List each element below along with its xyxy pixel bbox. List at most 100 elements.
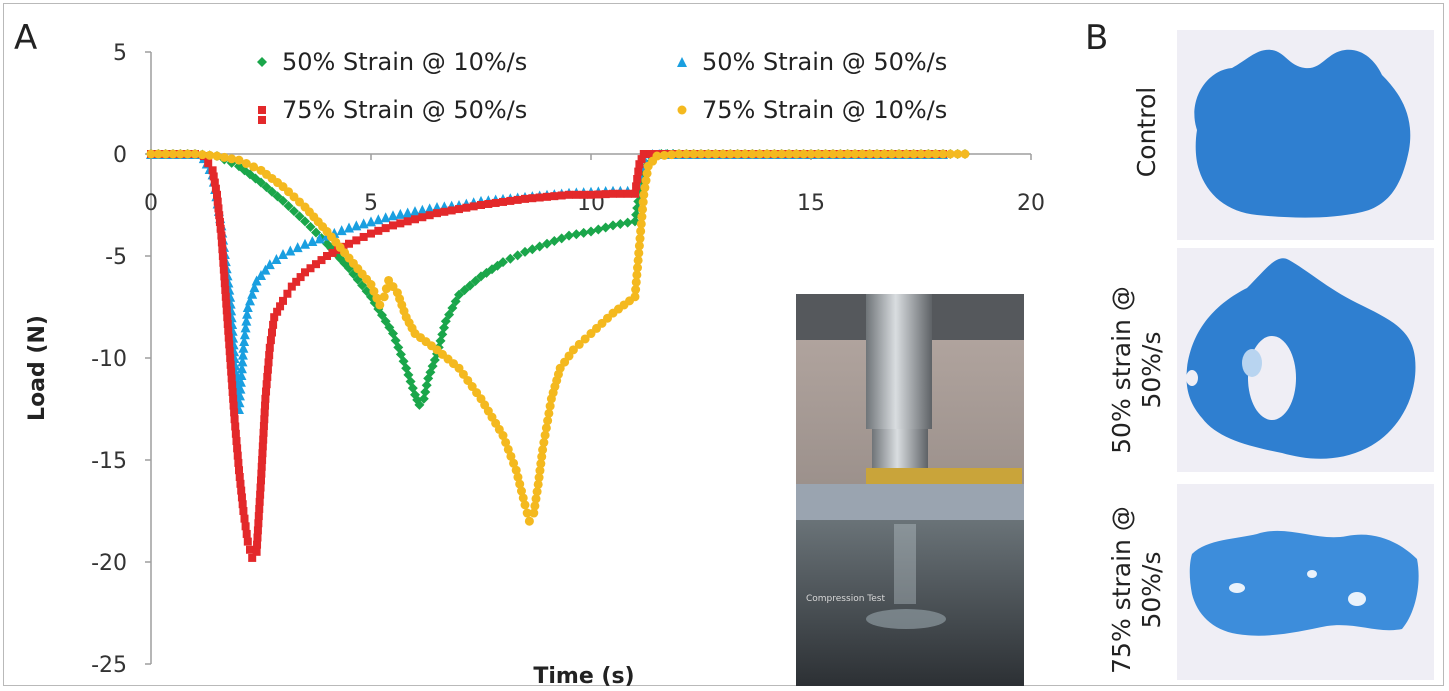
- data-point: [587, 190, 595, 199]
- data-point: [375, 300, 385, 310]
- data-point: [210, 178, 219, 187]
- data-point: [806, 149, 816, 159]
- data-point: [236, 370, 247, 380]
- data-point: [528, 194, 537, 203]
- data-point: [703, 149, 713, 159]
- data-point: [213, 190, 221, 199]
- data-point: [395, 208, 406, 219]
- data-point: [540, 430, 550, 440]
- data-point: [249, 162, 259, 172]
- data-point: [255, 497, 264, 506]
- data-point: [534, 473, 544, 483]
- data-point: [236, 479, 245, 488]
- data-point: [634, 248, 644, 258]
- data-point: [249, 282, 260, 293]
- legend-marker: [258, 116, 266, 124]
- legend-entry: 75% Strain @ 10%/s: [677, 96, 947, 124]
- data-point: [511, 465, 521, 475]
- data-point: [533, 479, 543, 489]
- data-point: [960, 149, 970, 159]
- data-point: [247, 288, 258, 299]
- data-point: [223, 320, 232, 328]
- data-point: [455, 205, 463, 214]
- data-point: [462, 203, 471, 212]
- data-point: [521, 194, 529, 203]
- data-point: [512, 250, 523, 261]
- data-point: [358, 218, 369, 229]
- data-point: [241, 159, 251, 169]
- data-point: [359, 232, 368, 241]
- data-point: [887, 149, 897, 159]
- legend-label: 50% Strain @ 50%/s: [702, 48, 947, 76]
- data-point: [212, 151, 222, 161]
- data-point: [300, 216, 310, 227]
- data-point: [418, 393, 429, 404]
- data-point: [240, 322, 251, 333]
- data-point: [259, 422, 268, 430]
- data-point: [264, 358, 273, 367]
- data-point: [232, 437, 241, 446]
- data-point: [373, 214, 384, 225]
- data-point: [652, 151, 662, 161]
- data-point: [221, 292, 230, 301]
- data-point: [762, 149, 772, 159]
- data-point: [633, 255, 643, 265]
- data-point: [235, 466, 243, 475]
- data-point: [506, 196, 515, 205]
- data-point: [894, 149, 904, 159]
- data-point: [509, 458, 519, 468]
- data-point: [538, 445, 548, 455]
- data-point: [233, 444, 242, 453]
- data-point: [231, 422, 240, 431]
- data-point: [634, 167, 643, 176]
- data-point: [225, 340, 234, 349]
- data-point: [230, 415, 239, 424]
- data-point: [565, 190, 573, 199]
- data-point: [420, 387, 431, 397]
- data-point: [498, 431, 508, 441]
- legend-entry: 75% Strain @ 50%/s: [258, 96, 527, 124]
- legend-marker: [677, 57, 687, 67]
- data-point: [279, 296, 287, 305]
- data-point: [248, 553, 257, 562]
- data-point: [580, 334, 590, 344]
- data-point: [616, 189, 625, 198]
- tissue-section-control: [1177, 30, 1434, 240]
- data-point: [235, 473, 244, 481]
- data-point: [418, 213, 427, 222]
- data-point: [328, 248, 337, 257]
- data-point: [389, 221, 397, 230]
- data-point: [220, 279, 229, 288]
- data-point: [459, 285, 470, 296]
- data-point: [755, 149, 765, 159]
- tick-labels: 50-5-10-15-20-250 5 10 15 20: [91, 41, 1045, 678]
- data-point: [204, 159, 213, 168]
- data-point: [381, 224, 390, 233]
- data-point: [417, 204, 428, 215]
- data-point: [246, 545, 254, 554]
- data-point: [733, 149, 743, 159]
- data-point: [424, 203, 435, 214]
- data-point: [615, 219, 626, 230]
- data-point: [623, 189, 632, 198]
- photo-caption: Compression Test: [806, 594, 885, 604]
- data-point: [484, 199, 493, 208]
- data-point: [828, 149, 838, 159]
- data-point: [292, 277, 301, 286]
- data-point: [379, 292, 389, 302]
- data-point: [219, 152, 229, 162]
- y-tick-label: -5: [105, 245, 127, 270]
- data-point: [640, 183, 650, 193]
- data-point: [270, 313, 279, 322]
- data-point: [272, 191, 283, 202]
- data-point: [543, 416, 553, 426]
- data-point: [240, 514, 249, 523]
- data-point: [469, 202, 478, 211]
- data-point: [238, 500, 247, 509]
- data-point: [633, 263, 643, 273]
- data-point: [857, 149, 867, 159]
- x-tick-label: 20: [1017, 191, 1045, 216]
- data-point: [268, 328, 276, 337]
- data-point: [531, 494, 541, 504]
